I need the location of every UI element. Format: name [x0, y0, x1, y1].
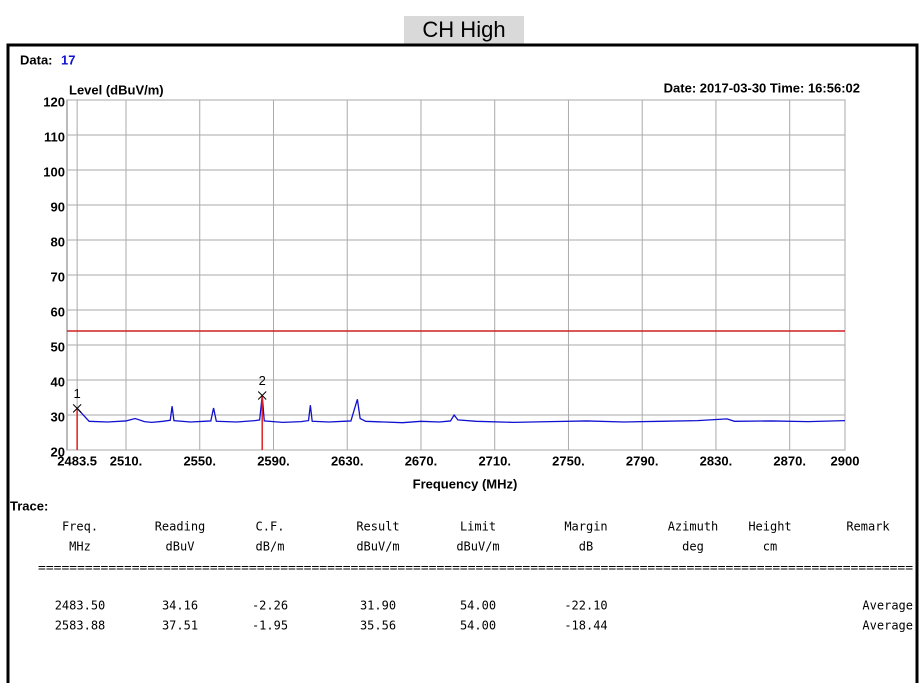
table-header: Result: [356, 520, 399, 534]
table-cell: -18.44: [564, 619, 607, 633]
table-header: Height: [748, 520, 791, 534]
table-cell: -2.26: [252, 599, 288, 613]
table-header: dB/m: [256, 540, 285, 554]
data-label: Data:: [20, 52, 53, 67]
x-tick-label: 2550.: [183, 453, 216, 468]
subtitle: CH High: [422, 17, 505, 42]
frame: [6, 43, 919, 683]
y-tick-label: 80: [51, 234, 65, 249]
x-tick-label: 2510.: [110, 453, 143, 468]
table-header: Reading: [155, 520, 206, 534]
table-header: C.F.: [256, 520, 285, 534]
y-tick-label: 90: [51, 199, 65, 214]
table-cell: 54.00: [460, 619, 496, 633]
y-tick-label: 100: [43, 164, 65, 179]
y-axis-label: Level (dBuV/m): [69, 82, 164, 97]
x-tick-label: 2483.5: [57, 453, 97, 468]
subtitle-box: [404, 16, 524, 44]
table-cell: 31.90: [360, 599, 396, 613]
table-cell: Average: [862, 619, 913, 633]
table-cell: 2583.88: [55, 619, 106, 633]
x-tick-label: 2710.: [478, 453, 511, 468]
y-tick-label: 110: [44, 129, 65, 144]
table-header: Margin: [564, 520, 607, 534]
table-header: deg: [682, 540, 704, 554]
table-cell: 2483.50: [55, 599, 106, 613]
table-label: Trace:: [10, 498, 48, 513]
x-tick-label: 2900: [831, 453, 860, 468]
y-tick-label: 120: [43, 94, 65, 109]
y-tick-label: 30: [51, 409, 65, 424]
table-cell: 54.00: [460, 599, 496, 613]
marker-cross: [72, 403, 82, 413]
y-tick-label: 20: [51, 444, 65, 459]
table-header: dBuV: [166, 540, 195, 554]
x-axis-label: Frequency (MHz): [413, 476, 518, 491]
y-tick-label: 70: [51, 269, 65, 284]
timestamp: Date: 2017-03-30 Time: 16:56:02: [664, 80, 860, 95]
x-tick-label: 2830.: [700, 453, 733, 468]
table-cell: 35.56: [360, 619, 396, 633]
table-header: dBuV/m: [456, 540, 499, 554]
table-header: Azimuth: [668, 520, 719, 534]
marker-label: 1: [74, 386, 81, 401]
table-cell: Average: [862, 599, 913, 613]
x-tick-label: 2670.: [405, 453, 438, 468]
table-cell: 37.51: [162, 619, 198, 633]
marker-label: 2: [259, 373, 266, 388]
table-cell: -22.10: [564, 599, 607, 613]
table-cell: -1.95: [252, 619, 288, 633]
trace-line: [76, 395, 846, 424]
x-tick-label: 2750.: [552, 453, 585, 468]
x-tick-label: 2790.: [626, 453, 659, 468]
table-header: MHz: [69, 540, 91, 554]
x-tick-label: 2870.: [773, 453, 806, 468]
y-tick-label: 50: [51, 339, 65, 354]
table-cell: 34.16: [162, 599, 198, 613]
table-separator: ========================================…: [38, 561, 913, 575]
table-header: cm: [763, 540, 777, 554]
y-tick-label: 40: [51, 374, 65, 389]
table-header: dB: [579, 540, 593, 554]
table-header: dBuV/m: [356, 540, 399, 554]
y-tick-label: 60: [51, 304, 65, 319]
table-header: Freq.: [62, 520, 98, 534]
x-tick-label: 2590.: [257, 453, 290, 468]
x-tick-label: 2630.: [331, 453, 364, 468]
marker-cross: [257, 391, 267, 400]
table-header: Remark: [846, 520, 890, 534]
table-header: Limit: [460, 520, 496, 534]
data-value: 17: [61, 52, 75, 67]
